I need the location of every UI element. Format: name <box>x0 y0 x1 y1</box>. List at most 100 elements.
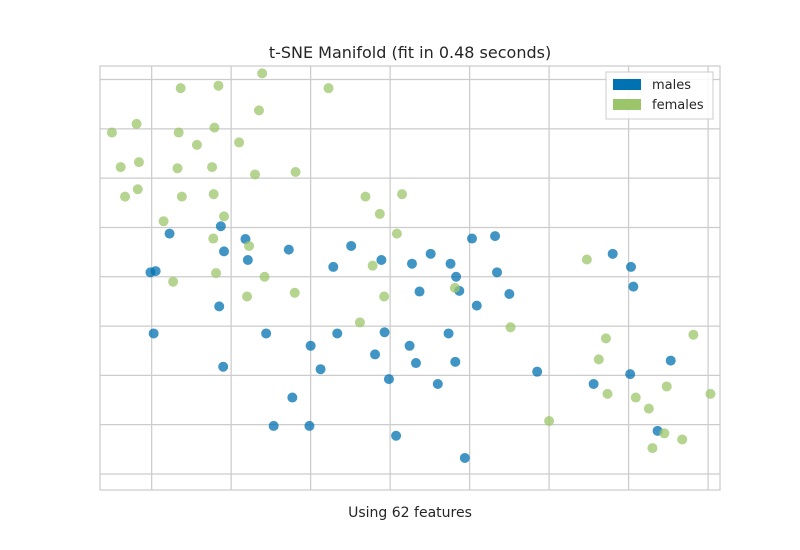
point-females <box>391 228 402 239</box>
chart-title: t-SNE Manifold (fit in 0.48 seconds) <box>269 43 551 62</box>
point-males <box>219 246 229 257</box>
point-females <box>115 162 126 173</box>
point-males <box>242 255 253 266</box>
point-males <box>370 349 381 360</box>
point-females <box>133 157 144 168</box>
point-females <box>374 208 385 219</box>
point-males <box>625 261 636 272</box>
point-females <box>175 83 186 94</box>
point-females <box>176 191 187 202</box>
point-males <box>414 286 425 297</box>
point-males <box>376 255 387 266</box>
point-females <box>191 139 202 150</box>
point-females <box>581 254 592 265</box>
legend-label-males: males <box>652 78 691 93</box>
point-males <box>305 340 316 351</box>
point-females <box>250 169 260 180</box>
point-males <box>445 258 456 269</box>
point-males <box>625 369 636 380</box>
point-males <box>150 266 161 277</box>
point-females <box>505 322 516 333</box>
point-females <box>131 118 142 129</box>
point-females <box>257 68 268 79</box>
point-females <box>207 162 218 173</box>
point-females <box>323 83 334 94</box>
point-females <box>211 268 222 279</box>
point-males <box>346 240 357 251</box>
plot-frame <box>99 65 721 491</box>
point-females <box>242 291 253 302</box>
point-females <box>630 392 641 403</box>
point-males <box>215 221 226 232</box>
point-females <box>688 329 699 340</box>
point-females <box>259 271 270 282</box>
grid <box>100 66 720 490</box>
point-females <box>379 291 390 302</box>
point-males <box>287 392 298 403</box>
point-females <box>168 276 179 287</box>
point-males <box>268 420 279 431</box>
point-females <box>360 191 371 202</box>
point-females <box>677 434 688 445</box>
point-males <box>504 289 515 300</box>
point-females <box>158 216 169 227</box>
point-females <box>208 189 219 200</box>
point-males <box>467 233 477 244</box>
point-males <box>214 301 225 312</box>
point-females <box>213 80 224 91</box>
point-females <box>602 388 613 399</box>
legend-swatch-females <box>613 99 641 110</box>
legend-label-females: females <box>652 98 704 113</box>
point-females <box>290 167 301 177</box>
point-females <box>661 381 672 392</box>
point-females <box>253 105 264 116</box>
point-males <box>607 248 618 259</box>
point-females <box>397 189 408 200</box>
point-females <box>643 403 654 414</box>
point-females <box>705 388 716 399</box>
point-females <box>647 443 658 454</box>
point-males <box>379 327 390 338</box>
point-females <box>106 127 117 138</box>
point-males <box>383 374 394 385</box>
point-males <box>283 244 294 255</box>
point-males <box>459 452 470 463</box>
point-females <box>289 287 300 298</box>
point-males <box>450 356 461 367</box>
point-males <box>492 267 503 278</box>
point-males <box>451 271 462 282</box>
point-males <box>410 358 421 369</box>
point-males <box>404 340 415 351</box>
point-females <box>659 428 670 439</box>
point-females <box>120 191 131 202</box>
point-males <box>588 379 599 389</box>
point-females <box>208 233 219 244</box>
point-females <box>354 317 365 328</box>
point-females <box>593 354 604 365</box>
point-females <box>219 211 229 222</box>
point-males <box>532 366 543 377</box>
point-females <box>600 333 611 344</box>
point-males <box>425 248 436 259</box>
point-males <box>261 328 272 339</box>
point-males <box>665 355 676 366</box>
legend-swatch-males <box>613 79 641 90</box>
point-females <box>209 122 220 133</box>
point-males <box>148 328 159 339</box>
point-females <box>244 240 255 251</box>
point-females <box>132 184 143 195</box>
point-males <box>471 300 482 311</box>
point-males <box>490 231 501 242</box>
point-females <box>173 127 184 138</box>
point-females <box>367 260 378 271</box>
point-females <box>172 163 183 174</box>
point-males <box>443 328 454 339</box>
point-males <box>218 361 229 372</box>
point-males <box>328 261 339 272</box>
plot-area <box>100 66 720 490</box>
point-males <box>432 379 443 389</box>
legend: males females <box>605 71 714 120</box>
point-males <box>304 420 315 431</box>
point-males <box>406 258 417 269</box>
